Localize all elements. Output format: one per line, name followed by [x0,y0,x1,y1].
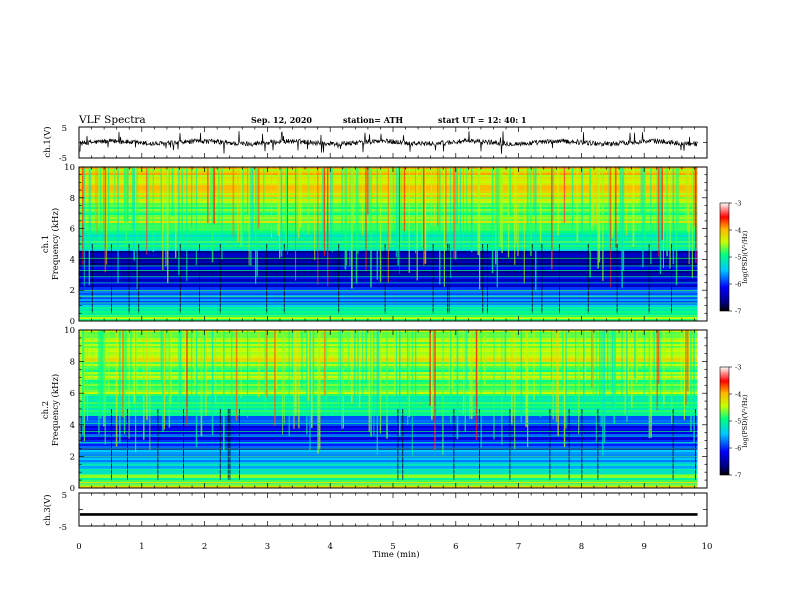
frequency-tick-label: 4 [70,255,75,265]
colorbar-tick-label: -6 [735,445,741,453]
frequency-tick-label: 0 [70,484,75,494]
time-axis-ticks [78,127,708,526]
x-tick-label: 4 [327,542,332,552]
ch2-colorbar-label: log(PSD)(V²/Hz) [741,394,749,447]
ch2-spectrogram-yticks: 0 2 4 6 8 10 [64,326,707,494]
x-tick-label: 7 [516,542,521,552]
x-tick-label: 9 [641,542,646,552]
ch1-ytick-bottom: -5 [59,154,67,164]
x-tick-label: 6 [453,542,458,552]
frequency-tick-label: 4 [70,421,75,431]
ch1-colorbar-ticks: -3 -4 -5 -6 -7 [729,200,741,316]
x-tick-label: 1 [139,542,144,552]
colorbar-tick-label: -3 [735,364,741,372]
frequency-tick-label: 10 [64,326,75,336]
x-tick-label: 10 [702,542,713,552]
ch1-waveform-ylabel: ch.1(V) [42,126,53,157]
colorbar-tick-label: -6 [735,281,741,289]
frequency-tick-label: 6 [70,389,75,399]
station-label: station= ATH [343,115,403,125]
ch1-ytick-top: 5 [62,124,67,134]
ch3-ytick-top: 5 [62,491,67,501]
ch1-spectrogram-heatmap [79,167,707,321]
frequency-tick-label: 6 [70,225,75,235]
colorbar-tick-label: -4 [735,391,741,399]
x-tick-label: 3 [265,542,270,552]
colorbar-tick-label: -3 [735,200,741,208]
frequency-tick-label: 2 [70,286,75,296]
time-axis-tick-labels: 0 1 2 3 4 5 6 7 8 9 10 [76,542,712,552]
ch3-ytick-bottom: -5 [59,523,67,533]
ch2-spectrogram-ylabel-channel: ch.2 [41,401,51,419]
ch2-spectrogram-heatmap [79,330,707,488]
frequency-tick-label: 0 [70,317,75,327]
x-tick-label: 5 [390,542,395,552]
x-tick-label: 2 [202,542,207,552]
colorbar-tick-label: -7 [735,472,741,480]
frequency-tick-label: 2 [70,452,75,462]
ch1-spectrogram-ylabel-frequency: Frequency (kHz) [50,208,61,280]
ch3-waveform-ylabel: ch.3(V) [42,494,53,525]
x-axis-label: Time (min) [372,549,419,560]
ch1-colorbar [719,202,730,312]
ch2-colorbar [719,366,730,476]
start-time-label: start UT = 12: 40: 1 [438,115,527,125]
ch2-colorbar-ticks: -3 -4 -5 -6 -7 [729,364,741,480]
ch1-spectrogram-ylabel-channel: ch.1 [41,235,51,253]
x-tick-label: 8 [579,542,584,552]
x-tick-label: 0 [76,542,81,552]
colorbar-tick-label: -4 [735,227,741,235]
frequency-tick-label: 10 [64,163,75,173]
ch1-colorbar-label: log(PSD)(V²/Hz) [741,230,749,283]
colorbar-tick-label: -7 [735,308,741,316]
date-label: Sep. 12, 2020 [251,115,312,125]
ch2-spectrogram-ylabel-frequency: Frequency (kHz) [50,374,61,446]
colorbar-tick-label: -5 [735,418,741,426]
frequency-tick-label: 8 [70,194,75,204]
frequency-tick-label: 8 [70,358,75,368]
ch1-spectrogram-yticks: 0 2 4 6 8 10 [64,163,707,327]
colorbar-tick-label: -5 [735,254,741,262]
figure-title: VLF Spectra [78,114,146,126]
